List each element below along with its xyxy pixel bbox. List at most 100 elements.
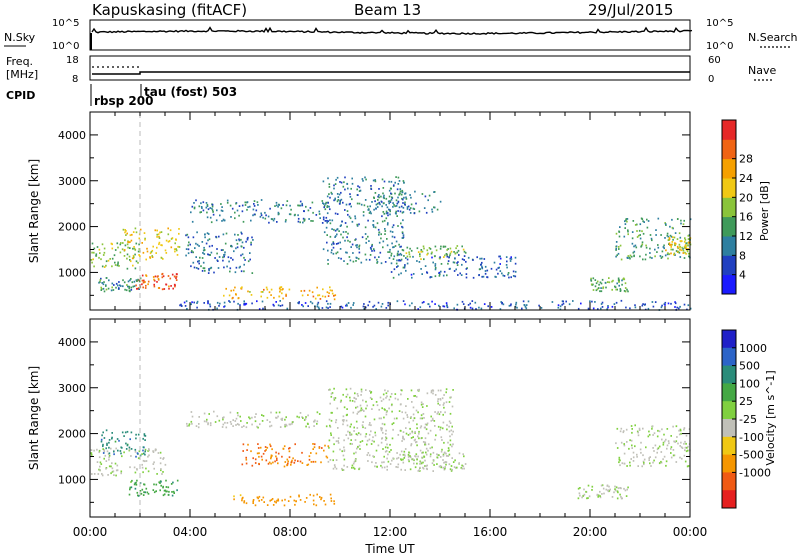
range-gate-cell	[397, 466, 399, 469]
range-gate-cell	[98, 456, 101, 459]
range-gate-cell	[152, 450, 154, 452]
range-gate-cell	[115, 282, 118, 285]
range-gate-cell	[633, 250, 636, 253]
range-gate-cell	[382, 393, 385, 396]
range-gate-cell	[675, 250, 678, 252]
range-gate-cell	[260, 214, 263, 217]
range-gate-cell	[243, 270, 245, 273]
range-gate-cell	[399, 252, 402, 255]
range-gate-cell	[334, 294, 337, 297]
range-gate-cell	[408, 253, 411, 256]
range-gate-cell	[310, 220, 312, 222]
range-gate-cell	[666, 253, 669, 256]
range-gate-cell	[646, 226, 649, 229]
range-gate-cell	[328, 183, 331, 186]
range-gate-cell	[626, 465, 628, 467]
range-gate-cell	[347, 302, 350, 304]
range-gate-cell	[333, 187, 335, 190]
range-gate-cell	[331, 249, 333, 251]
range-gate-cell	[486, 276, 489, 279]
range-gate-cell	[412, 406, 415, 409]
range-gate-cell	[626, 256, 629, 259]
range-gate-cell	[213, 271, 215, 274]
range-gate-cell	[562, 302, 565, 305]
range-gate-cell	[96, 448, 98, 451]
range-gate-cell	[402, 211, 405, 213]
range-gate-cell	[372, 179, 375, 182]
range-gate-cell	[592, 277, 595, 280]
range-gate-cell	[662, 246, 665, 248]
range-gate-cell	[670, 448, 672, 450]
range-gate-cell	[379, 203, 381, 206]
range-gate-cell	[654, 248, 656, 251]
range-gate-cell	[383, 423, 386, 426]
range-gate-cell	[677, 218, 679, 220]
range-gate-cell	[277, 452, 280, 455]
range-gate-cell	[410, 443, 413, 445]
range-gate-cell	[649, 252, 651, 254]
range-gate-cell	[127, 285, 129, 288]
range-gate-cell	[460, 467, 463, 469]
colorbar-tick-label: 100	[739, 377, 760, 390]
range-gate-cell	[413, 395, 415, 397]
range-gate-cell	[320, 461, 322, 464]
range-gate-cell	[288, 288, 291, 291]
range-gate-cell	[119, 284, 121, 287]
range-gate-cell	[609, 488, 611, 491]
range-gate-cell	[345, 251, 347, 254]
range-gate-cell	[666, 444, 669, 447]
range-gate-cell	[616, 282, 618, 285]
range-gate-cell	[223, 219, 226, 222]
range-gate-cell	[122, 279, 124, 282]
range-gate-cell	[678, 433, 681, 436]
range-gate-cell	[631, 231, 634, 233]
range-gate-cell	[422, 413, 425, 415]
range-gate-cell	[144, 281, 146, 283]
range-gate-cell	[327, 307, 329, 309]
range-gate-cell	[683, 219, 685, 222]
range-gate-cell	[272, 303, 275, 306]
range-gate-cell	[385, 411, 388, 413]
range-gate-cell	[271, 448, 273, 451]
velocity-xticks	[89, 319, 691, 517]
range-gate-cell	[617, 277, 620, 280]
range-gate-cell	[683, 240, 686, 243]
range-gate-cell	[236, 423, 239, 425]
range-gate-cell	[357, 185, 359, 188]
velocity-scatter	[90, 387, 691, 507]
range-gate-cell	[155, 490, 157, 493]
range-gate-cell	[664, 254, 667, 257]
range-gate-cell	[679, 240, 682, 242]
range-gate-cell	[276, 221, 278, 223]
range-gate-cell	[683, 442, 685, 445]
range-gate-cell	[191, 415, 194, 418]
nsky-label: N.Sky	[4, 31, 36, 44]
range-gate-cell	[642, 232, 645, 235]
range-gate-cell	[679, 236, 682, 239]
range-gate-cell	[440, 450, 443, 453]
range-gate-cell	[499, 308, 502, 310]
range-gate-cell	[396, 202, 399, 205]
range-gate-cell	[280, 286, 283, 288]
range-gate-cell	[443, 305, 446, 308]
range-gate-cell	[144, 435, 147, 437]
range-gate-cell	[344, 239, 346, 242]
range-gate-cell	[137, 278, 139, 281]
range-gate-cell	[281, 455, 283, 458]
range-gate-cell	[385, 450, 388, 452]
range-gate-cell	[434, 275, 437, 278]
range-gate-cell	[433, 420, 436, 422]
y-tick-label: 3000	[58, 175, 86, 188]
range-gate-cell	[119, 251, 122, 254]
range-gate-cell	[137, 494, 139, 497]
range-gate-cell	[372, 436, 374, 439]
range-gate-cell	[424, 437, 427, 440]
range-gate-cell	[676, 306, 678, 309]
range-gate-cell	[147, 280, 150, 283]
range-gate-cell	[124, 431, 127, 434]
range-gate-cell	[99, 281, 101, 283]
range-gate-cell	[674, 232, 677, 234]
colorbar-swatch	[722, 436, 736, 456]
range-gate-cell	[241, 286, 243, 289]
